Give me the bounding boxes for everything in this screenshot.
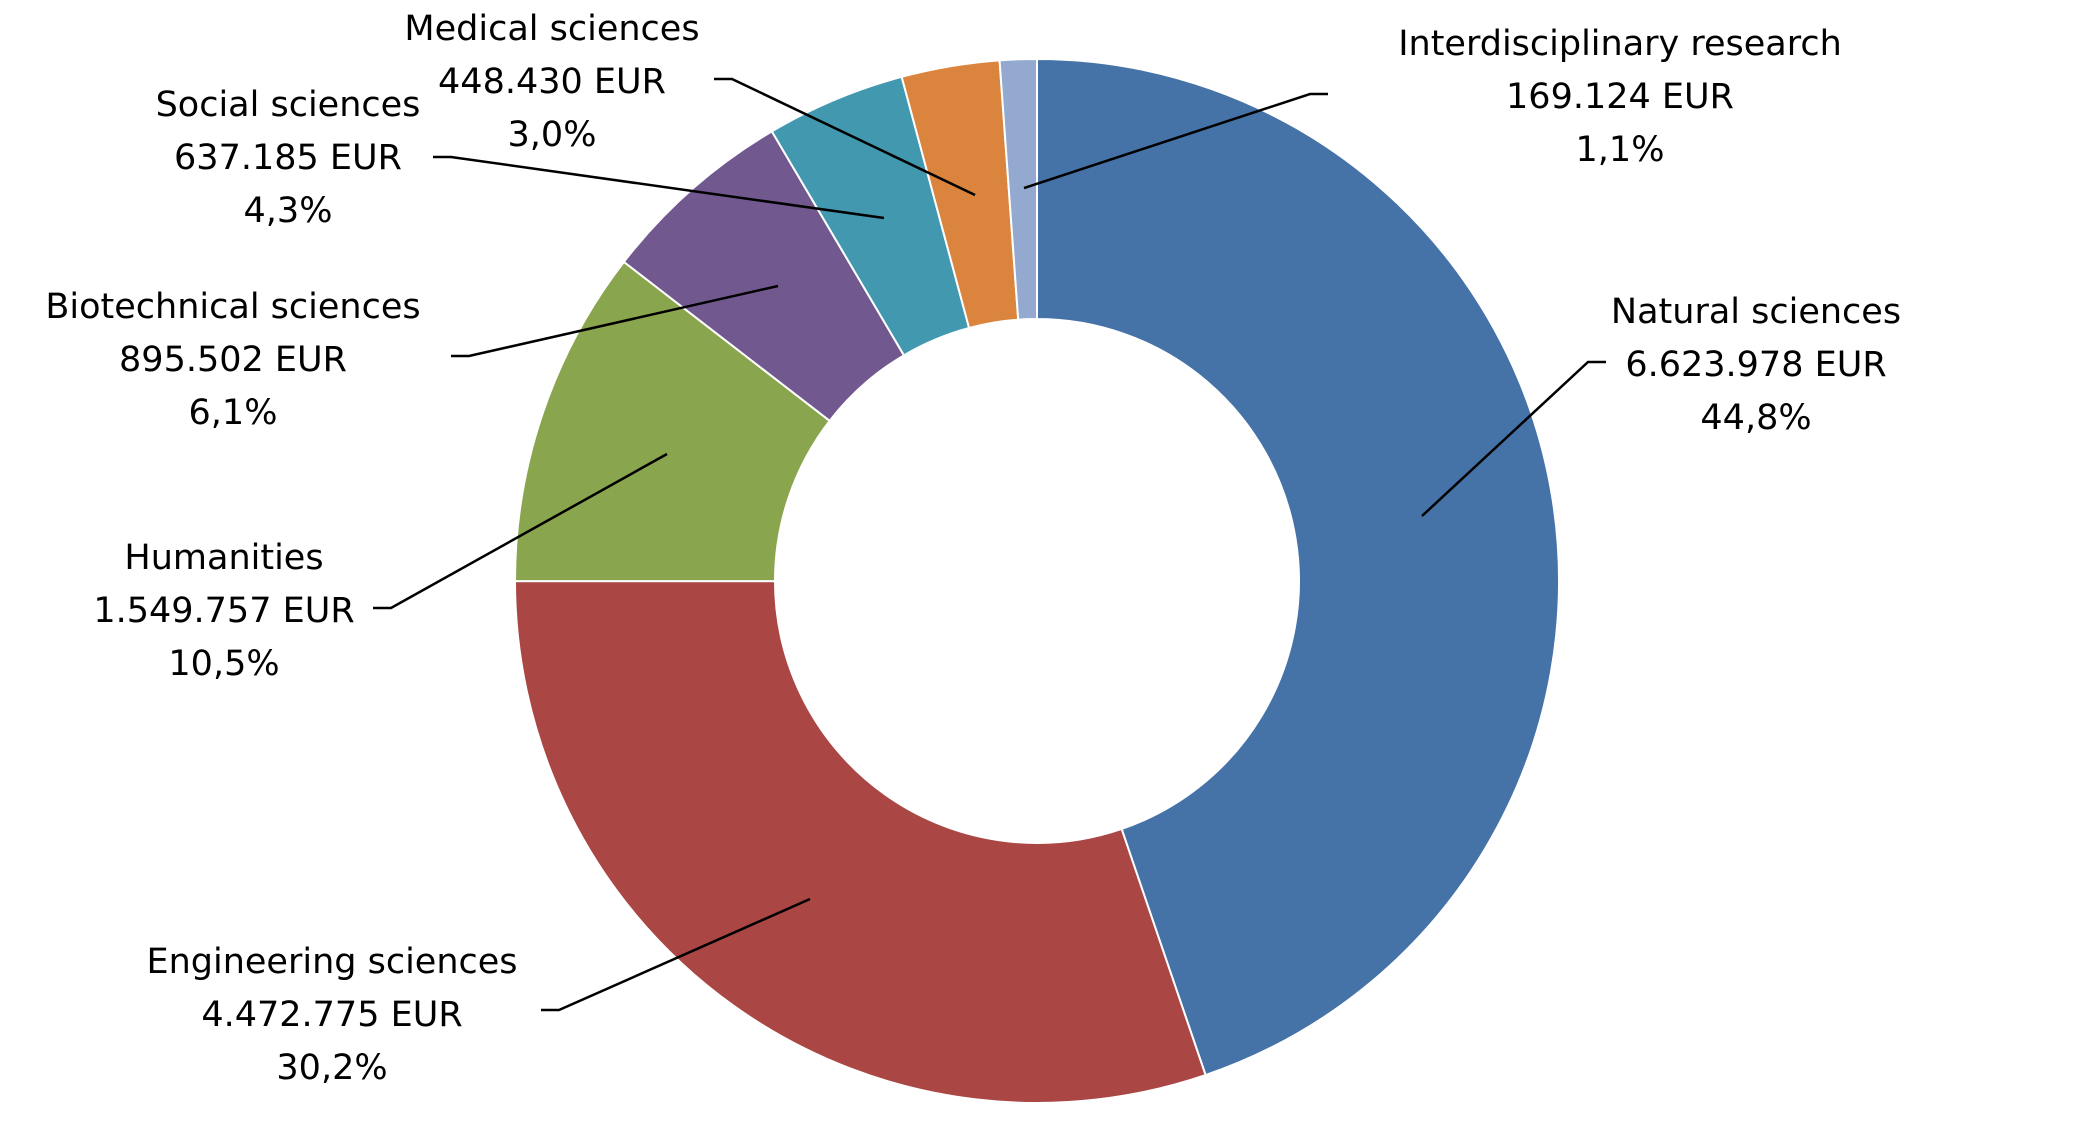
leader-line-social-sciences [433, 155, 885, 220]
data-label-percent-biotechnical-sciences: 6,1% [189, 393, 278, 433]
data-label-percent-interdisciplinary-research: 1,1% [1576, 130, 1665, 170]
data-label-percent-natural-sciences: 44,8% [1700, 398, 1811, 438]
data-label-percent-social-sciences: 4,3% [244, 191, 333, 231]
data-label-value-social-sciences: 637.185 EUR [174, 138, 402, 178]
leader-line-medical-sciences [714, 77, 976, 197]
data-label-percent-engineering-sciences: 30,2% [276, 1048, 387, 1088]
data-label-value-biotechnical-sciences: 895.502 EUR [119, 340, 347, 380]
data-label-name-social-sciences: Social sciences [156, 85, 421, 125]
data-label-name-engineering-sciences: Engineering sciences [146, 942, 517, 982]
slice-natural-sciences [1036, 57, 1560, 1077]
data-label-value-engineering-sciences: 4.472.775 EUR [201, 995, 462, 1035]
leader-line-interdisciplinary-research [1023, 92, 1328, 190]
data-label-name-natural-sciences: Natural sciences [1611, 292, 1901, 332]
data-label-value-natural-sciences: 6.623.978 EUR [1625, 345, 1886, 385]
data-label-percent-medical-sciences: 3,0% [508, 115, 597, 155]
data-labels: Natural sciences 6.623.978 EUR 44,8% Engine… [45, 9, 1901, 1088]
data-label-percent-humanities: 10,5% [168, 644, 279, 684]
donut-slices [513, 57, 1560, 1104]
data-label-value-interdisciplinary-research: 169.124 EUR [1506, 77, 1734, 117]
data-label-name-medical-sciences: Medical sciences [404, 9, 699, 49]
leader-line-natural-sciences [1421, 360, 1606, 517]
data-label-name-interdisciplinary-research: Interdisciplinary research [1398, 24, 1842, 64]
leader-lines [373, 77, 1606, 1012]
slice-interdisciplinary-research [998, 57, 1038, 321]
leader-line-biotechnical-sciences [451, 284, 779, 358]
data-label-value-medical-sciences: 448.430 EUR [438, 62, 666, 102]
slice-humanities [513, 260, 832, 583]
data-label-name-humanities: Humanities [124, 538, 323, 578]
leader-line-humanities [373, 452, 668, 610]
slice-engineering-sciences [513, 580, 1207, 1104]
leader-line-engineering-sciences [541, 897, 811, 1012]
data-label-value-humanities: 1.549.757 EUR [93, 591, 354, 631]
data-label-name-biotechnical-sciences: Biotechnical sciences [45, 287, 420, 327]
